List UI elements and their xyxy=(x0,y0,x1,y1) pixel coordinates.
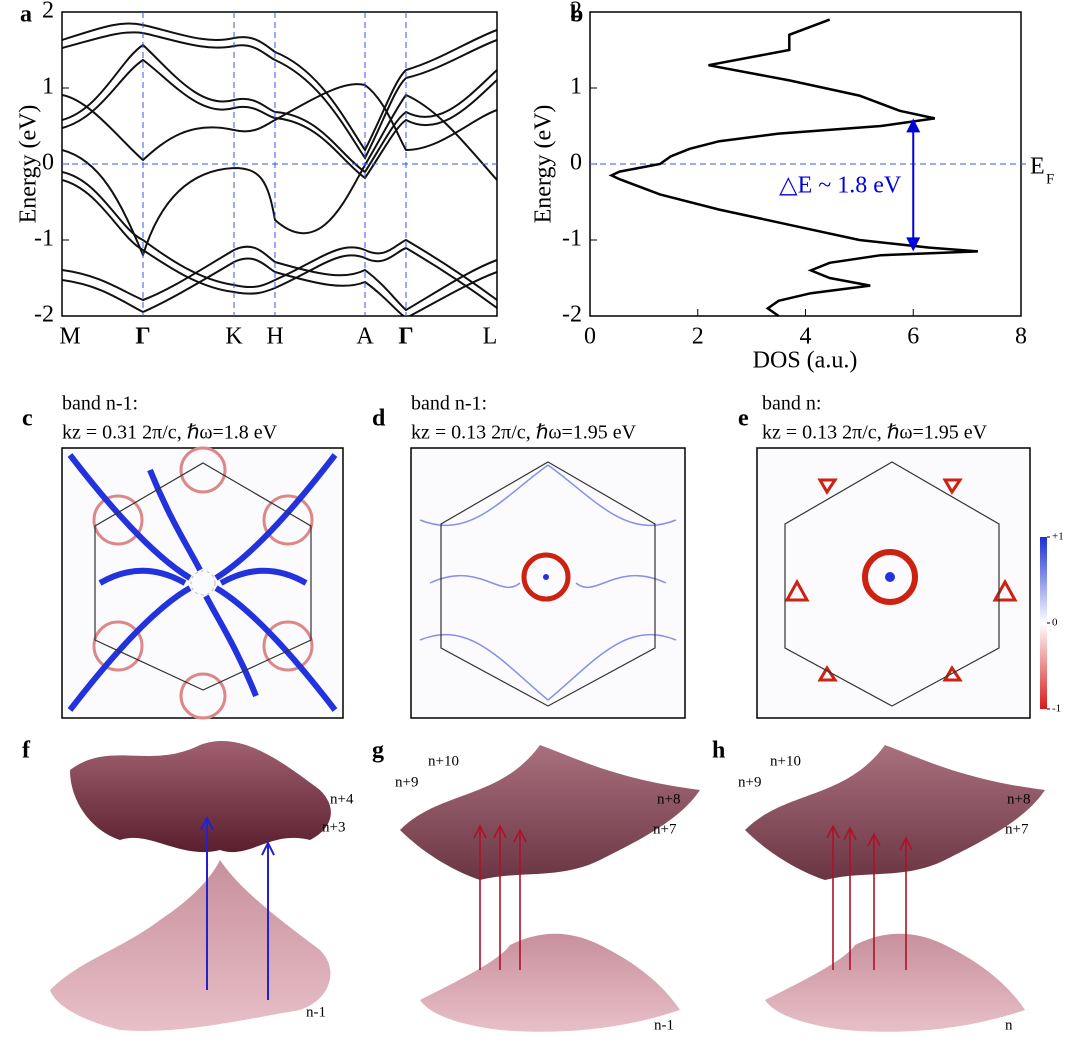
band-label: n+10 xyxy=(428,753,459,769)
band-label: n+10 xyxy=(770,753,801,769)
upper-surface xyxy=(70,741,331,852)
center-dot xyxy=(885,572,895,582)
colorbar-tick-label: 0 xyxy=(1052,617,1058,629)
x-tick-label: 2 xyxy=(692,324,704,350)
fermi-label: E xyxy=(1030,154,1045,180)
panel-label: d xyxy=(372,406,386,432)
y-tick-label: -2 xyxy=(562,302,582,328)
colorbar xyxy=(1040,537,1047,709)
panel-caption: band n: xyxy=(762,393,821,415)
band-label: n xyxy=(1005,1017,1013,1033)
y-tick-label: 1 xyxy=(570,74,582,100)
panel-caption: kz = 0.13 2π/c, ℏω=1.95 eV xyxy=(411,422,637,444)
panel-d: d band n-1: kz = 0.13 2π/c, ℏω=1.95 eV xyxy=(372,393,685,718)
x-axis-label: DOS (a.u.) xyxy=(753,348,858,374)
band-label: n+3 xyxy=(322,819,345,835)
y-tick-label: -1 xyxy=(562,226,582,252)
x-tick-label: M xyxy=(59,324,80,350)
y-tick-label: 0 xyxy=(42,150,54,176)
band-label: n-1 xyxy=(654,1017,674,1033)
x-tick-label: 0 xyxy=(584,324,596,350)
band-label: n+8 xyxy=(1007,791,1030,807)
panel-f: f xyxy=(22,738,331,1031)
panel-e: e band n: kz = 0.13 2π/c, ℏω=1.95 eV xyxy=(738,393,1047,718)
y-tick-label: 0 xyxy=(570,150,582,176)
band-label: n+9 xyxy=(395,774,418,790)
panel-label: e xyxy=(738,406,749,432)
y-tick-label: -2 xyxy=(34,302,54,328)
x-tick-label: A xyxy=(356,324,374,350)
x-tick-label: 6 xyxy=(907,324,919,350)
colorbar-tick-label: +1 xyxy=(1052,531,1064,543)
panel-label: a xyxy=(20,2,32,28)
band-label: n-1 xyxy=(306,1004,326,1020)
panel-c: c band n-1: kz = 0.31 2π/c, ℏω=1.8 eV xyxy=(22,393,343,718)
x-tick-label: 4 xyxy=(800,324,812,350)
figure: a Energy (eV) -2-1012MΓKHAΓL b Energy (e… xyxy=(0,0,1067,1049)
band-label: n+9 xyxy=(738,774,761,790)
map-frame xyxy=(411,448,685,718)
panel-h: h xyxy=(712,738,1045,1032)
panel-caption: kz = 0.13 2π/c, ℏω=1.95 eV xyxy=(762,422,988,444)
panel-caption: band n-1: xyxy=(62,393,138,415)
band-label: n+7 xyxy=(653,821,677,837)
x-tick-label: H xyxy=(266,324,283,350)
y-tick-label: 1 xyxy=(42,74,54,100)
panel-label: c xyxy=(22,406,33,432)
x-tick-label: Γ xyxy=(135,324,150,350)
y-tick-label: -1 xyxy=(34,226,54,252)
panel-g: g xyxy=(372,738,700,1032)
x-tick-label: L xyxy=(483,324,498,350)
band-label: n+7 xyxy=(1005,821,1029,837)
dos-line xyxy=(612,20,978,316)
panel-caption: kz = 0.31 2π/c, ℏω=1.8 eV xyxy=(62,422,278,444)
y-tick-label: 2 xyxy=(570,0,582,24)
panel-label: h xyxy=(712,738,725,764)
center-dot xyxy=(543,574,549,580)
band-label: n+4 xyxy=(330,791,354,807)
y-axis-label: Energy (eV) xyxy=(16,105,42,224)
lower-surface xyxy=(420,934,680,1032)
annotation: △E ~ 1.8 eV xyxy=(779,172,902,198)
y-tick-label: 2 xyxy=(42,0,54,24)
band-label: n+8 xyxy=(657,791,680,807)
fermi-subscript: F xyxy=(1046,171,1054,187)
band-curves xyxy=(62,23,497,318)
y-axis-label: Energy (eV) xyxy=(531,105,557,224)
x-tick-label: 8 xyxy=(1015,324,1027,350)
panel-label: f xyxy=(22,738,31,764)
x-tick-label: Γ xyxy=(398,324,413,350)
lower-surface xyxy=(765,934,1025,1032)
colorbar-tick-label: -1 xyxy=(1052,703,1061,715)
panel-label: g xyxy=(372,738,384,764)
panel-caption: band n-1: xyxy=(411,393,487,415)
x-tick-label: K xyxy=(225,324,243,350)
lower-surface xyxy=(50,860,330,1031)
